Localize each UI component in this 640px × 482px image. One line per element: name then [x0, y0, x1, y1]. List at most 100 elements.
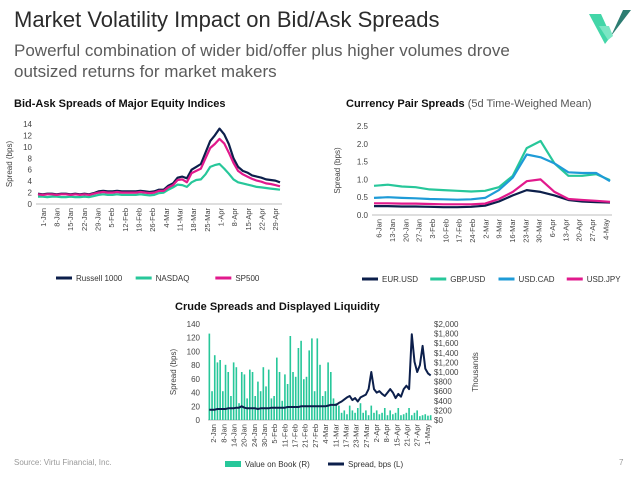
liquidity-bar [335, 403, 337, 420]
liquidity-bar [289, 336, 292, 420]
y-tick-label: 6 [28, 166, 33, 175]
liquidity-bar [354, 412, 356, 420]
x-tick-label: 4-Mar [162, 208, 171, 228]
liquidity-bar [213, 355, 216, 420]
y-right-tick-label: $1,000 [434, 368, 459, 377]
x-tick-label: 1-Apr [217, 208, 226, 227]
x-tick-label: 13-Apr [561, 219, 570, 242]
x-tick-label: 30-Jan [260, 424, 269, 447]
x-tick-label: 1-Jan [39, 208, 48, 227]
series-line-nasdaq [38, 162, 281, 199]
x-tick-label: 1-May [423, 424, 432, 445]
liquidity-bar [238, 403, 240, 420]
liquidity-bar [276, 357, 278, 420]
x-tick-label: 8-Jan [53, 208, 62, 227]
x-tick-label: 11-Mar [331, 424, 340, 448]
x-tick-label: 23-Mar [352, 424, 361, 448]
y-tick-label: 1.5 [357, 158, 369, 167]
y-tick-label: 0 [28, 200, 33, 209]
liquidity-bar [351, 410, 354, 420]
y-right-tick-label: $800 [434, 378, 452, 387]
x-tick-label: 11-Mar [176, 208, 185, 232]
liquidity-bar [235, 367, 238, 420]
logo-mid-shape [599, 26, 613, 40]
legend-label-usd-cad: USD.CAD [519, 275, 555, 284]
liquidity-bar [311, 338, 313, 420]
liquidity-bar [343, 410, 346, 420]
legend-label-gbp-usd: GBP.USD [450, 275, 485, 284]
liquidity-bar [329, 372, 332, 420]
liquidity-bar [227, 372, 230, 420]
brand-logo [589, 10, 631, 44]
x-tick-label: 15-Apr [244, 208, 253, 231]
liquidity-bar [243, 374, 246, 420]
liquidity-bar [397, 408, 400, 420]
y-right-tick-label: $1,600 [434, 339, 459, 348]
series-line-usd-jpy [374, 178, 611, 206]
x-tick-label: 10-Feb [441, 219, 450, 243]
x-tick-label: 19-Feb [135, 208, 144, 232]
series-line-gbp-usd [373, 139, 611, 193]
x-tick-label: 20-Apr [575, 219, 584, 242]
y-axis-label: Spread (bps) [5, 141, 14, 188]
liquidity-bar [308, 350, 311, 420]
liquidity-bar [410, 415, 413, 420]
x-tick-label: 29-Jan [94, 208, 103, 231]
x-tick-label: 21-Apr [403, 424, 412, 447]
liquidity-bar [251, 372, 254, 420]
x-tick-label: 23-Mar [521, 219, 530, 243]
fx-chart-title: Currency Pair Spreads (5d Time-Weighed M… [346, 98, 592, 110]
y-tick-label: 0.0 [357, 211, 369, 220]
x-tick-label: 18-Mar [189, 208, 198, 232]
x-tick-label: 22-Jan [80, 208, 89, 231]
liquidity-bar [392, 414, 394, 420]
x-tick-label: 27-Jan [415, 219, 424, 242]
x-tick-label: 26-Feb [148, 208, 157, 232]
x-tick-label: 27-Apr [588, 219, 597, 242]
y-tick-label: 0.5 [357, 193, 369, 202]
liquidity-bar [416, 410, 418, 420]
y-tick-label: 2 [28, 189, 33, 198]
y-left-tick-label: 20 [191, 402, 200, 411]
liquidity-bar [373, 412, 375, 420]
liquidity-bar [222, 391, 224, 420]
legend-label-eur-usd: EUR.USD [382, 275, 418, 284]
y-left-tick-label: 0 [196, 416, 201, 425]
liquidity-bar [300, 340, 302, 420]
liquidity-bar [419, 416, 421, 420]
liquidity-bar [316, 338, 319, 420]
y-axis-label: Spread (bps) [333, 147, 342, 194]
liquidity-bar [421, 415, 424, 420]
y-left-tick-label: 60 [191, 375, 200, 384]
x-tick-label: 29-Apr [271, 208, 280, 231]
liquidity-bar [340, 412, 343, 420]
y-left-tick-label: 140 [187, 320, 201, 329]
x-tick-label: 20-Jan [401, 219, 410, 242]
liquidity-bar [219, 360, 221, 420]
y-tick-label: 14 [23, 120, 32, 129]
liquidity-bar [267, 369, 270, 420]
equity-spreads-chart: 0 2 4 6 8 10 12 14 1-Jan 8-Jan 15-Jan 22-Jan 29-Jan 5… [5, 120, 282, 283]
x-tick-label: 24-Feb [468, 219, 477, 243]
currency-spreads-chart: 0.0 0.5 1.0 1.5 2.0 2.5 6-Jan 13-Jan 20-Jan 27-Ja… [333, 122, 621, 284]
x-tick-label: 3-Feb [428, 219, 437, 239]
liquidity-bar [286, 384, 289, 420]
liquidity-bar [216, 362, 219, 420]
y-right-tick-label: $1,400 [434, 349, 459, 358]
y-right-tick-label: $1,800 [434, 330, 459, 339]
page-number: 7 [619, 458, 624, 467]
liquidity-bar [413, 412, 416, 420]
liquidity-bar [429, 415, 432, 420]
x-tick-label: 17-Feb [291, 424, 300, 448]
x-tick-label: 9-Mar [495, 219, 504, 239]
liquidity-bar [292, 372, 294, 420]
x-tick-label: 30-Mar [535, 219, 544, 243]
x-tick-label: 15-Jan [66, 208, 75, 231]
liquidity-bar [405, 412, 408, 420]
crude-chart-title: Crude Spreads and Displayed Liquidity [175, 301, 380, 313]
x-tick-label: 27-Apr [413, 424, 422, 447]
liquidity-bar [348, 405, 351, 420]
legend-label-usd-jpy: USD.JPY [587, 275, 621, 284]
liquidity-bar [356, 408, 359, 420]
liquidity-bar [427, 415, 429, 420]
